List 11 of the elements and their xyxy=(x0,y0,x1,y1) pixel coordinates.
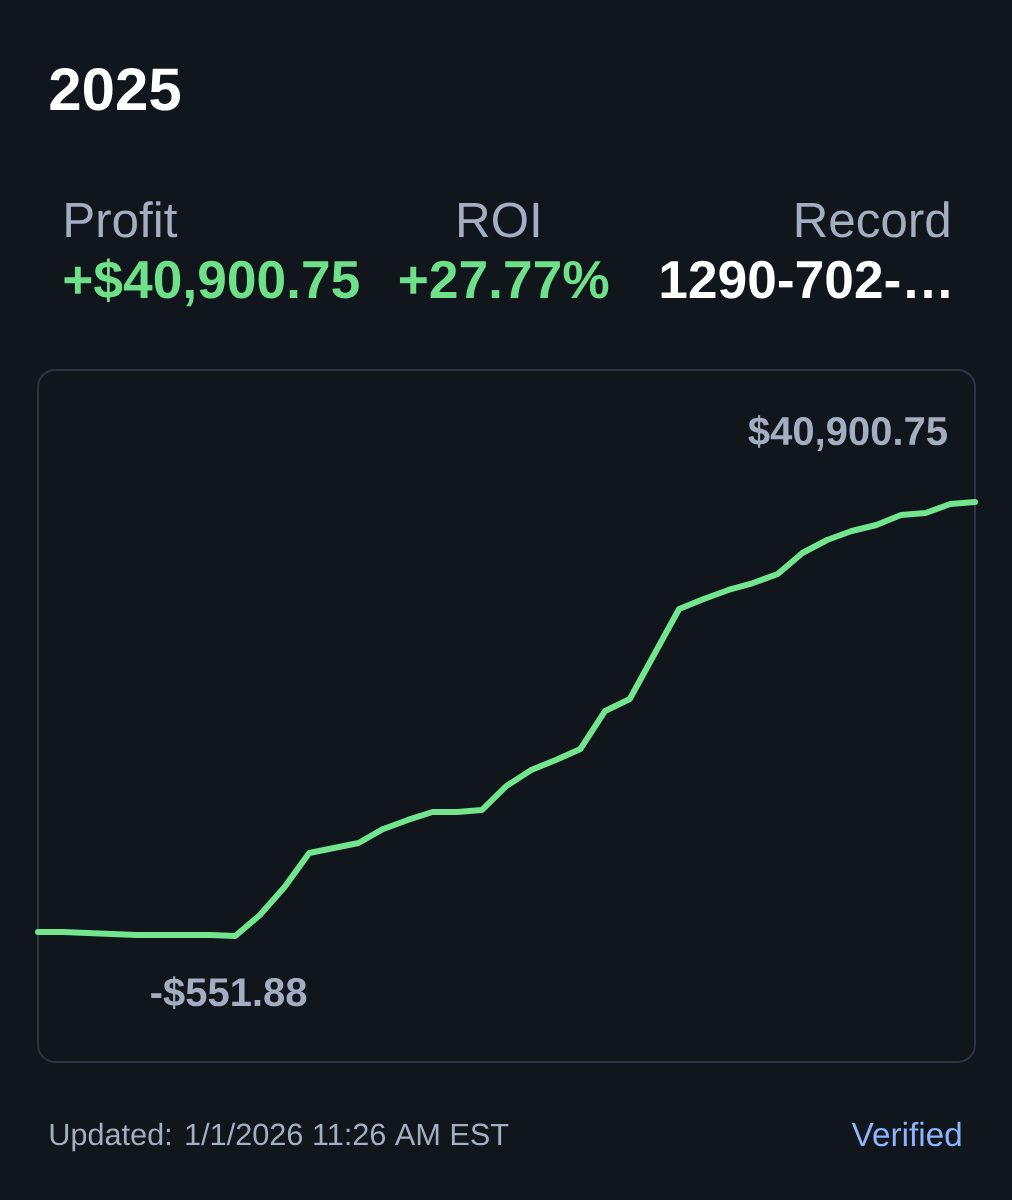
text: Verified xyxy=(851,1121,961,1147)
chart-title: 2025 xyxy=(50,68,181,111)
text: ROI xyxy=(459,202,539,238)
text: Updated: 1/1/2026 11:26 AM EST xyxy=(50,1122,509,1152)
text: 1290-702-… xyxy=(661,260,949,299)
data-label: $40,900.75 xyxy=(748,415,947,452)
text: +27.77% xyxy=(399,260,609,299)
data-label: -$551.88 xyxy=(151,976,307,1009)
text: +$40,900.75 xyxy=(64,258,359,307)
text: Record xyxy=(796,201,949,238)
text: Profit xyxy=(66,201,178,238)
